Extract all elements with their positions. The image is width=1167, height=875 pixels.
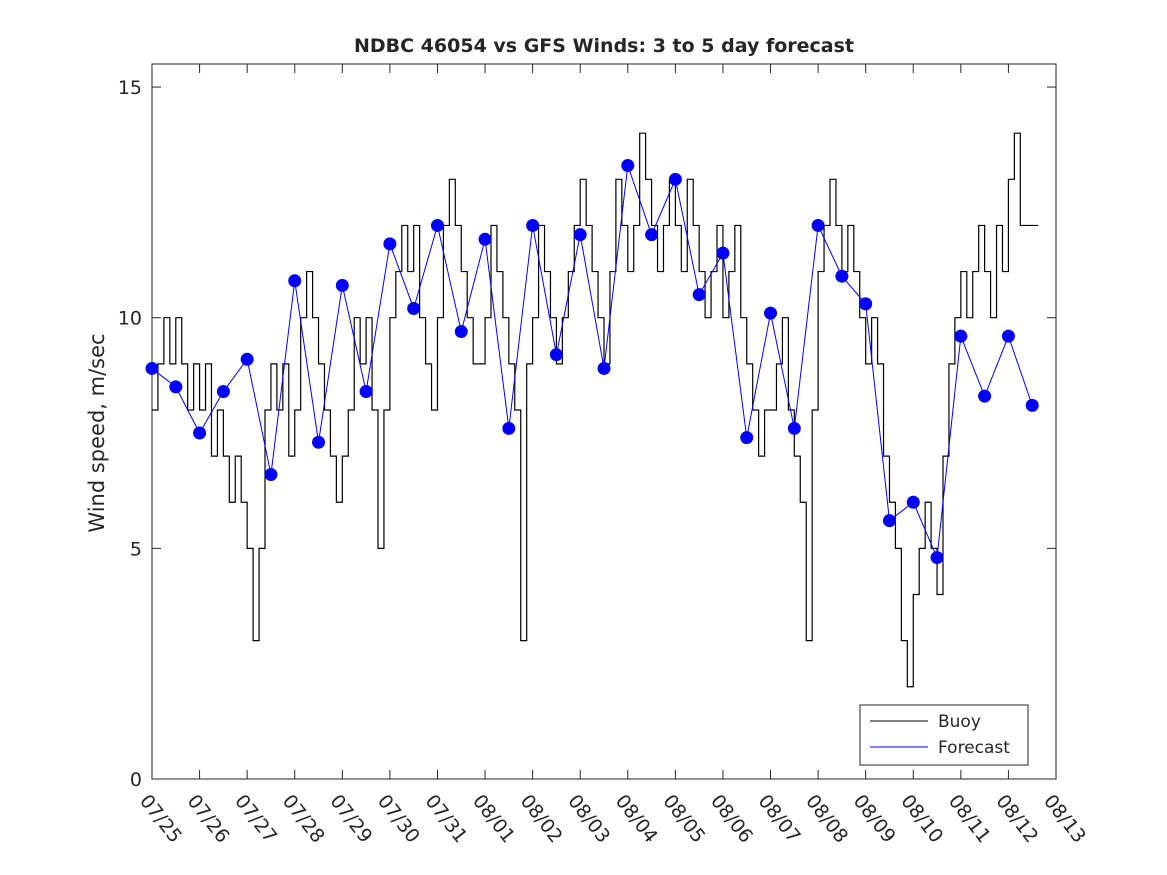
forecast-point — [430, 218, 444, 232]
forecast-point — [478, 232, 492, 246]
forecast-point — [811, 218, 825, 232]
forecast-point — [573, 228, 587, 242]
forecast-point — [954, 329, 968, 343]
forecast-point — [668, 172, 682, 186]
forecast-point — [264, 468, 278, 482]
y-axis-label: Wind speed, m/sec — [85, 333, 109, 532]
forecast-point — [383, 237, 397, 251]
forecast-point — [549, 348, 563, 362]
forecast-point — [597, 361, 611, 375]
legend-box — [859, 704, 1029, 766]
y-tick-label: 15 — [118, 77, 142, 99]
forecast-point — [764, 306, 778, 320]
forecast-point — [454, 325, 468, 339]
forecast-point — [193, 426, 207, 440]
forecast-point — [335, 278, 349, 292]
forecast-point — [645, 228, 659, 242]
forecast-point — [787, 421, 801, 435]
y-tick-label: 0 — [130, 769, 142, 791]
forecast-point — [169, 380, 183, 394]
forecast-point — [145, 361, 159, 375]
forecast-point — [716, 246, 730, 260]
forecast-point — [288, 274, 302, 288]
forecast-point — [240, 352, 254, 366]
forecast-series-line — [151, 165, 1033, 560]
forecast-point — [526, 218, 540, 232]
forecast-point — [216, 385, 230, 399]
forecast-point — [312, 435, 326, 449]
forecast-point — [882, 514, 896, 528]
forecast-point — [621, 158, 635, 172]
forecast-point — [1025, 398, 1039, 412]
forecast-point — [1001, 329, 1015, 343]
y-tick-label: 10 — [118, 308, 142, 330]
forecast-point — [407, 301, 421, 315]
forecast-point — [930, 551, 944, 565]
forecast-point — [859, 297, 873, 311]
forecast-point — [359, 385, 373, 399]
y-tick-label: 5 — [130, 538, 142, 560]
forecast-point — [978, 389, 992, 403]
forecast-point — [740, 431, 754, 445]
chart-title: NDBC 46054 vs GFS Winds: 3 to 5 day fore… — [354, 35, 854, 57]
forecast-point — [502, 421, 516, 435]
forecast-point — [692, 288, 706, 302]
legend-forecast-label: Forecast — [938, 738, 1010, 758]
forecast-point — [835, 269, 849, 283]
forecast-point — [906, 495, 920, 509]
axes-box — [151, 63, 1057, 780]
buoy-series-line — [152, 132, 1039, 688]
legend-buoy-label: Buoy — [938, 712, 981, 732]
legend: Buoy Forecast — [859, 704, 1029, 766]
